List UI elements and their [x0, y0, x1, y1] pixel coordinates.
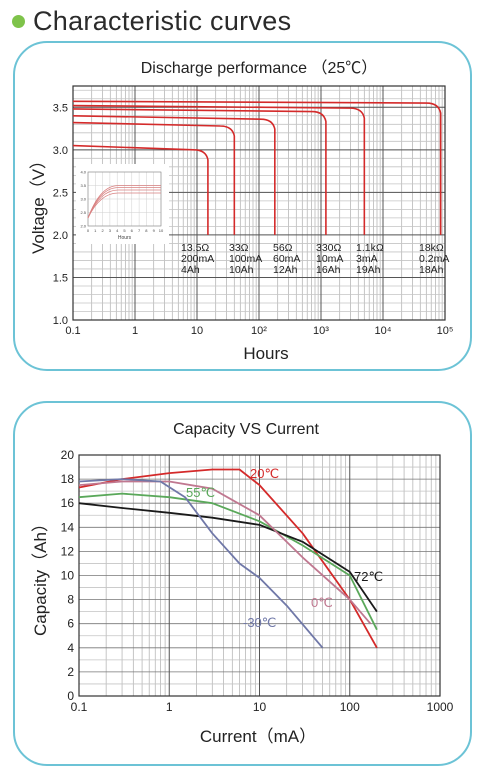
- inset-y-tick: 4.0: [80, 170, 86, 175]
- inset-x-tick: 9: [153, 228, 156, 233]
- x-tick-label: 1: [166, 700, 173, 714]
- series-line: [78, 480, 372, 625]
- chart-title: Discharge performance （25℃）: [141, 59, 378, 77]
- y-tick-label: 18: [61, 472, 75, 486]
- series-label: 18kΩ: [419, 242, 444, 254]
- series-label: 55℃: [186, 485, 215, 500]
- series-label: 20℃: [250, 466, 279, 481]
- series-label: -30℃: [243, 615, 276, 630]
- series-label: 0℃: [311, 595, 333, 610]
- inset-x-tick: 10: [159, 228, 164, 233]
- discharge-curve: [72, 144, 209, 235]
- chart-title: Capacity VS Current: [173, 421, 319, 438]
- y-tick-label: 1.0: [53, 315, 68, 327]
- y-tick-label: 6: [67, 617, 74, 631]
- x-tick-label: 0.1: [71, 700, 88, 714]
- bullet-dot-icon: [12, 14, 25, 28]
- x-tick-label: 1: [132, 325, 138, 337]
- inset-curve: [87, 185, 161, 219]
- discharge-curve: [72, 100, 442, 235]
- y-tick-label: 10: [61, 569, 75, 583]
- plot-frame: [78, 454, 441, 697]
- capacity-panel: [13, 401, 472, 766]
- series-label: 200mA: [181, 253, 214, 265]
- series-label: 72℃: [354, 569, 383, 584]
- x-tick-label: 100: [340, 700, 360, 714]
- series-label: 1.1kΩ: [356, 242, 384, 254]
- y-tick-label: 0: [67, 689, 74, 703]
- y-tick-label: 12: [61, 544, 75, 558]
- inset-x-tick: 2: [101, 228, 104, 233]
- x-tick-label: 0.1: [65, 325, 80, 337]
- inset-y-tick: 3.0: [80, 197, 86, 202]
- series-label: 4Ah: [181, 264, 200, 276]
- series-label: 330Ω: [316, 242, 342, 254]
- series-label: 16Ah: [316, 264, 341, 276]
- inset-y-tick: 2.5: [80, 210, 86, 215]
- x-tick-label: 1000: [427, 700, 454, 714]
- discharge-curve: [72, 104, 366, 235]
- discharge-curve: [72, 121, 236, 235]
- inset-x-tick: 4: [116, 228, 119, 233]
- y-tick-label: 14: [61, 520, 75, 534]
- inset-y-tick: 2.0: [80, 224, 86, 229]
- inset-x-tick: 7: [138, 228, 141, 233]
- inset-x-tick: 1: [94, 228, 97, 233]
- x-tick-label: 10⁵: [437, 325, 454, 337]
- inset-frame: [87, 171, 162, 227]
- inset-y-tick: 3.5: [80, 183, 86, 188]
- y-tick-label: 16: [61, 496, 75, 510]
- discharge-curve: [72, 108, 327, 235]
- series-label: 3mA: [356, 253, 378, 265]
- y-tick-label: 8: [67, 593, 74, 607]
- plot-frame: [72, 85, 446, 321]
- y-tick-label: 4: [67, 641, 74, 655]
- y-tick-label: 20: [61, 448, 75, 462]
- series-label: 0.2mA: [419, 253, 449, 265]
- x-tick-label: 10³: [313, 325, 329, 337]
- inset-x-tick: 0: [87, 228, 90, 233]
- y-tick-label: 3.0: [53, 145, 68, 157]
- x-tick-label: 10: [253, 700, 267, 714]
- inset-x-tick: 5: [123, 228, 126, 233]
- inset-axis-label: Hours: [118, 235, 132, 241]
- series-line: [78, 468, 378, 649]
- series-label: 33Ω: [229, 242, 249, 254]
- inset-x-tick: 8: [145, 228, 148, 233]
- series-label: 12Ah: [273, 264, 298, 276]
- page-title-text: Characteristic curves: [33, 5, 292, 36]
- x-tick-label: 10²: [251, 325, 267, 337]
- series-label: 10mA: [316, 253, 343, 265]
- inset-x-tick: 6: [131, 228, 134, 233]
- x-tick-label: 10: [191, 325, 203, 337]
- y-tick-label: 1.5: [53, 272, 68, 284]
- y-tick-label: 2.5: [53, 187, 68, 199]
- series-label: 13.5Ω: [181, 242, 209, 254]
- y-axis-label: Capacity（Ah）: [31, 515, 50, 636]
- y-tick-label: 3.5: [53, 102, 68, 114]
- series-line: [78, 478, 324, 649]
- discharge-curve: [72, 114, 276, 235]
- series-label: 19Ah: [356, 264, 381, 276]
- y-axis-label: Voltage（V）: [29, 152, 48, 254]
- page-title: Characteristic curves: [12, 4, 291, 38]
- y-tick-label: 2: [67, 665, 74, 679]
- x-axis-label: Current（mA）: [200, 727, 316, 746]
- x-axis-label: Hours: [243, 344, 288, 363]
- series-label: 100mA: [229, 253, 262, 265]
- series-label: 60mA: [273, 253, 300, 265]
- series-label: 56Ω: [273, 242, 293, 254]
- y-tick-label: 2.0: [53, 230, 68, 242]
- series-label: 10Ah: [229, 264, 254, 276]
- series-label: 18Ah: [419, 264, 444, 276]
- inset-x-tick: 3: [109, 228, 112, 233]
- x-tick-label: 10⁴: [375, 325, 392, 337]
- series-line: [78, 492, 378, 631]
- series-line: [78, 502, 378, 613]
